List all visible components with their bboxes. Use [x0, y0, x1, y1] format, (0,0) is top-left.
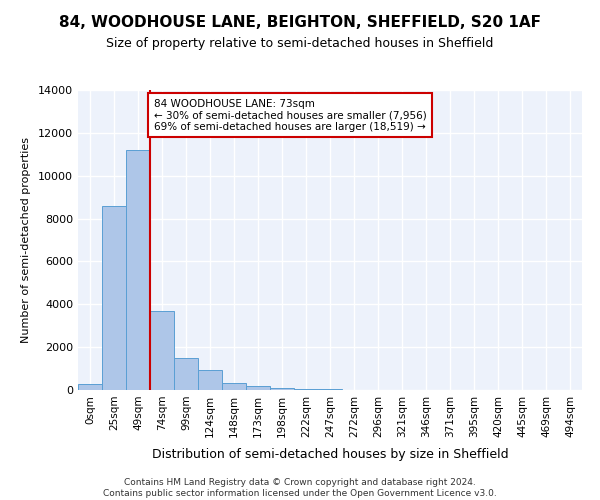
Text: 84, WOODHOUSE LANE, BEIGHTON, SHEFFIELD, S20 1AF: 84, WOODHOUSE LANE, BEIGHTON, SHEFFIELD,… [59, 15, 541, 30]
Bar [102, 206, 126, 390]
Bar [294, 388, 318, 390]
Bar [270, 388, 294, 390]
Text: Contains HM Land Registry data © Crown copyright and database right 2024.
Contai: Contains HM Land Registry data © Crown c… [103, 478, 497, 498]
Bar [222, 382, 246, 390]
Bar [246, 386, 270, 390]
Text: Size of property relative to semi-detached houses in Sheffield: Size of property relative to semi-detach… [106, 38, 494, 51]
X-axis label: Distribution of semi-detached houses by size in Sheffield: Distribution of semi-detached houses by … [152, 448, 508, 461]
Bar [78, 384, 102, 390]
Y-axis label: Number of semi-detached properties: Number of semi-detached properties [21, 137, 31, 343]
Bar [174, 358, 198, 390]
Bar [150, 310, 174, 390]
Bar [126, 150, 150, 390]
Bar [198, 370, 222, 390]
Text: 84 WOODHOUSE LANE: 73sqm
← 30% of semi-detached houses are smaller (7,956)
69% o: 84 WOODHOUSE LANE: 73sqm ← 30% of semi-d… [154, 98, 427, 132]
